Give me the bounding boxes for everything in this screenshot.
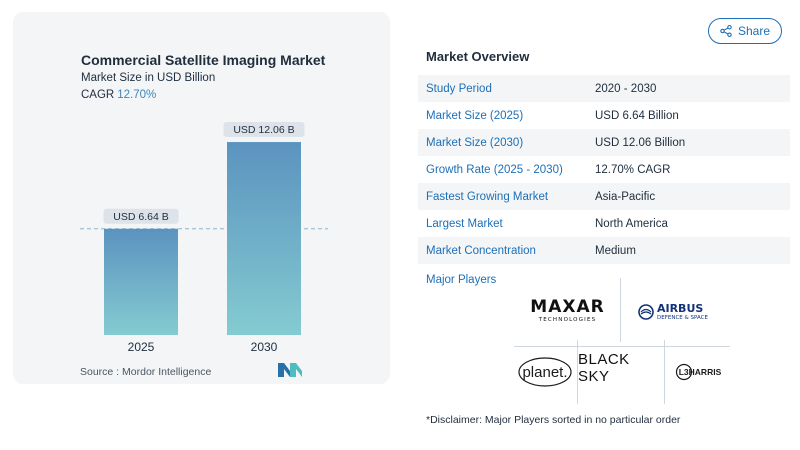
- data-label-pill: [103, 208, 179, 224]
- chart-card: [13, 12, 390, 384]
- overview-row: Growth Rate (2025 - 2030) 12.70% CAGR: [418, 156, 790, 183]
- chart-subtitle: Market Size in USD Billion: [81, 72, 216, 84]
- maxar-logo-text: MAXAR: [530, 296, 605, 317]
- share-button[interactable]: Share: [708, 18, 782, 44]
- cagr-label: CAGR: [81, 89, 115, 101]
- mordor-intelligence-logo: [278, 363, 302, 377]
- airbus-globe-icon: [638, 304, 654, 320]
- share-icon: [720, 25, 732, 37]
- row-label: Market Size (2030): [426, 136, 524, 149]
- logo-divider: [514, 346, 730, 347]
- maxar-logo-subtext: TECHNOLOGIES: [538, 316, 597, 323]
- row-value: Asia-Pacific: [595, 190, 656, 203]
- cagr-value: 12.70%: [117, 89, 157, 101]
- planet-logo: planet.: [516, 356, 574, 388]
- row-value: Medium: [595, 244, 636, 257]
- planet-logo-text: planet.: [522, 364, 567, 381]
- disclaimer: *Disclaimer: Major Players sorted in no …: [426, 414, 681, 426]
- x-tick-label: 2030: [251, 340, 278, 354]
- overview-row: Market Size (2030) USD 12.06 Billion: [418, 129, 790, 156]
- row-value: 2020 - 2030: [595, 82, 657, 95]
- row-label: Market Concentration: [426, 244, 536, 257]
- l3harris-ring-icon: [675, 363, 692, 381]
- maxar-logo: MAXAR TECHNOLOGIES: [520, 296, 615, 326]
- airbus-logo-subtext: DEFENCE & SPACE: [656, 314, 708, 321]
- share-label: Share: [737, 24, 771, 38]
- bar-2025: [104, 228, 178, 335]
- row-label: Growth Rate (2025 - 2030): [426, 163, 563, 176]
- airbus-logo: AIRBUS DEFENCE & SPACE: [628, 298, 718, 326]
- x-tick-label: 2025: [128, 340, 155, 354]
- bar-2030: [227, 142, 301, 335]
- row-label: Market Size (2025): [426, 109, 524, 122]
- overview-row: Largest Market North America: [418, 210, 790, 237]
- chart-title: Commercial Satellite Imaging Market: [81, 52, 326, 68]
- l3harris-logo: L3HARRIS: [666, 358, 730, 386]
- airbus-logo-text: AIRBUS: [656, 301, 704, 315]
- major-players-title: Major Players: [426, 274, 497, 286]
- logo-divider: [664, 340, 665, 404]
- data-label: USD 12.06 B: [233, 124, 294, 136]
- row-label: Fastest Growing Market: [426, 190, 549, 203]
- row-value: North America: [595, 217, 668, 230]
- overview-row: Fastest Growing Market Asia-Pacific: [418, 183, 790, 210]
- source-note: Source : Mordor Intelligence: [80, 366, 212, 378]
- overview-row: Market Size (2025) USD 6.64 Billion: [418, 102, 790, 129]
- logo-divider: [620, 278, 621, 342]
- overview-title: Market Overview: [426, 49, 530, 64]
- row-value: 12.70% CAGR: [595, 163, 671, 176]
- data-label-pill: [223, 122, 305, 138]
- chart-cagr: CAGR 12.70%: [81, 89, 156, 101]
- bar-chart: USD 6.64 B 2025 USD 12.06 B 2030: [80, 122, 328, 354]
- overview-row: Market Concentration Medium: [418, 237, 790, 264]
- l3harris-logo-text: L3HARRIS: [678, 367, 722, 377]
- row-value: USD 6.64 Billion: [595, 109, 679, 122]
- row-label: Largest Market: [426, 217, 503, 230]
- row-value: USD 12.06 Billion: [595, 136, 686, 149]
- planet-logo-mark: planet.: [518, 357, 572, 387]
- data-label: USD 6.64 B: [113, 211, 168, 223]
- blacksky-logo: BLACK SKY: [578, 351, 662, 385]
- overview-row: Study Period 2020 - 2030: [418, 75, 790, 102]
- airbus-logo-text-group: AIRBUS DEFENCE & SPACE: [656, 301, 708, 322]
- blacksky-logo-text: BLACK SKY: [578, 351, 630, 385]
- row-label: Study Period: [426, 82, 492, 95]
- overview-table: Study Period 2020 - 2030 Market Size (202…: [418, 75, 790, 264]
- logo-divider: [577, 340, 578, 404]
